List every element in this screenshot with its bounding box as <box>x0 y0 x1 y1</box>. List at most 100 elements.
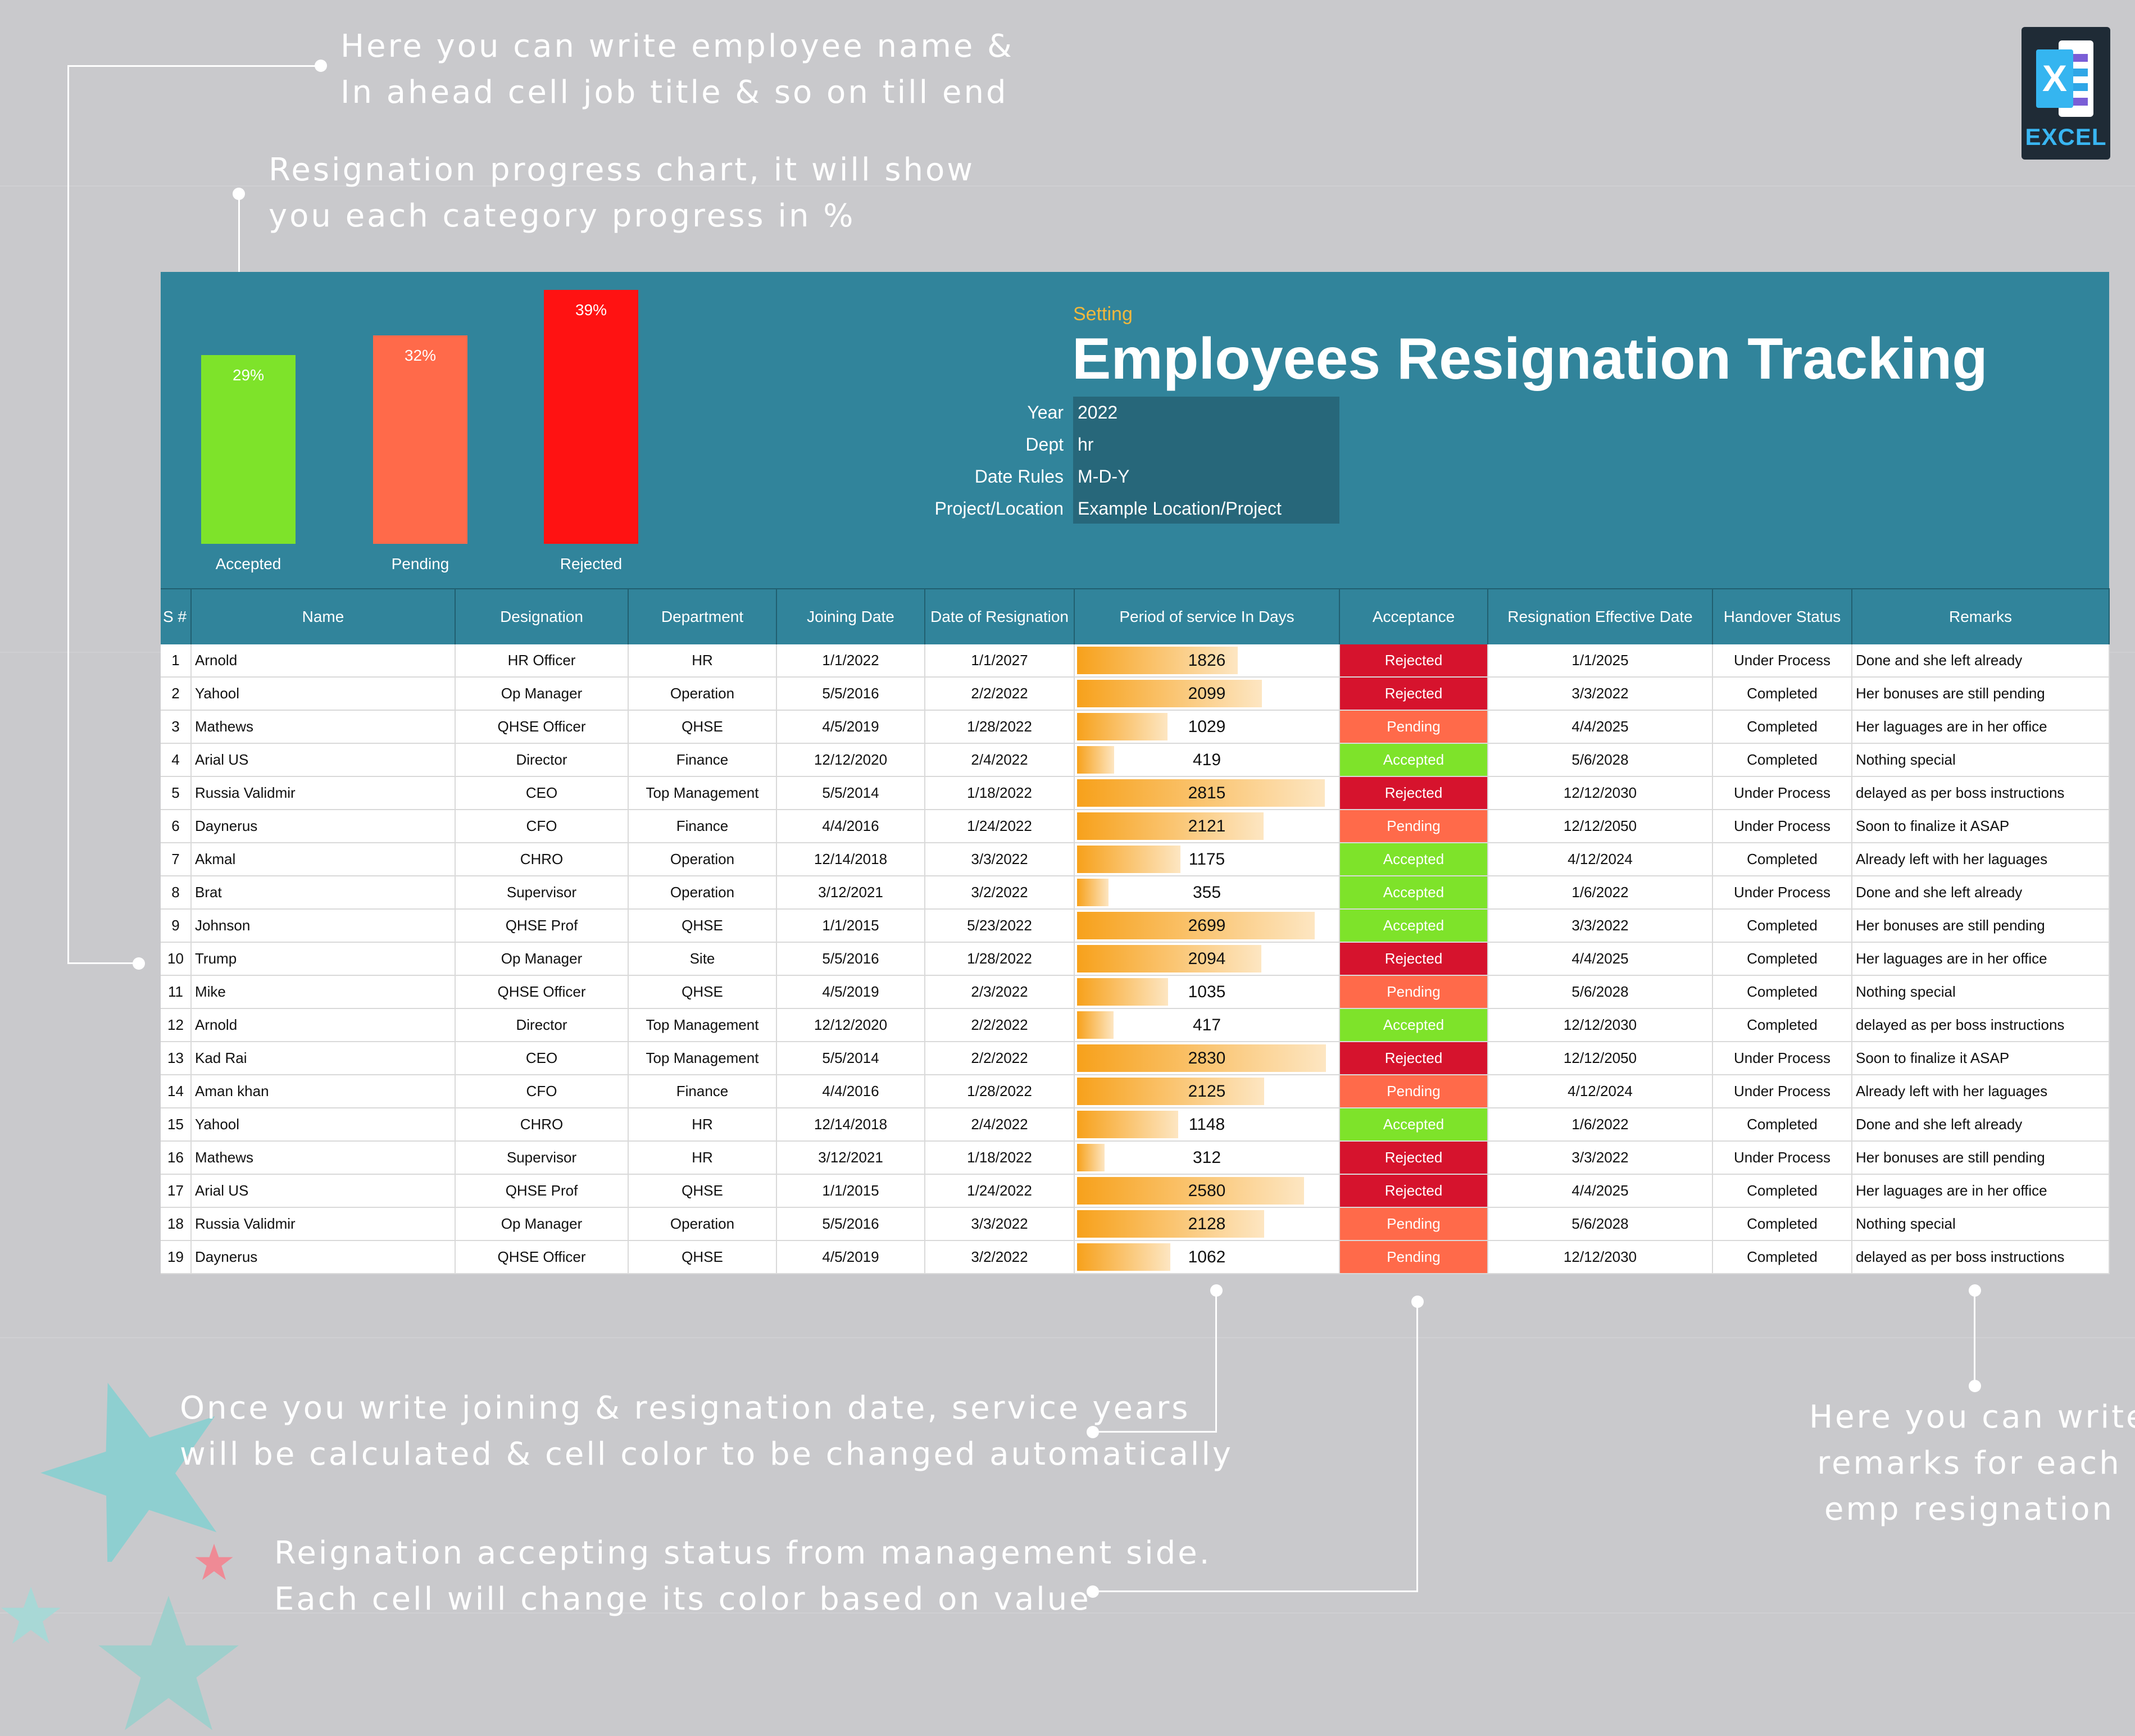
cell-remarks[interactable]: Done and she left already <box>1852 876 2110 910</box>
cell-handover-status[interactable]: Completed <box>1712 843 1852 876</box>
cell-designation[interactable]: CEO <box>455 776 629 810</box>
cell-acceptance[interactable]: Rejected <box>1339 942 1488 976</box>
cell-effective-date[interactable]: 4/4/2025 <box>1488 710 1713 744</box>
cell-joining-date[interactable]: 4/5/2019 <box>776 710 925 744</box>
cell-department[interactable]: QHSE <box>628 710 777 744</box>
cell-designation[interactable]: Op Manager <box>455 1207 629 1241</box>
cell-designation[interactable]: Supervisor <box>455 876 629 910</box>
cell-resignation-date[interactable]: 2/4/2022 <box>925 1108 1075 1142</box>
cell-handover-status[interactable]: Completed <box>1712 710 1852 744</box>
cell-remarks[interactable]: delayed as per boss instructions <box>1852 776 2110 810</box>
cell-acceptance[interactable]: Pending <box>1339 1207 1488 1241</box>
cell-name[interactable]: Akmal <box>191 843 456 876</box>
header-col-handover-status[interactable]: Handover Status <box>1712 588 1852 644</box>
cell-sno[interactable]: 12 <box>161 1008 192 1042</box>
cell-acceptance[interactable]: Rejected <box>1339 644 1488 678</box>
cell-resignation-date[interactable]: 2/4/2022 <box>925 743 1075 777</box>
cell-sno[interactable]: 11 <box>161 975 192 1009</box>
cell-remarks[interactable]: Done and she left already <box>1852 644 2110 678</box>
cell-handover-status[interactable]: Completed <box>1712 1240 1852 1274</box>
cell-resignation-date[interactable]: 1/28/2022 <box>925 710 1075 744</box>
cell-effective-date[interactable]: 5/6/2028 <box>1488 1207 1713 1241</box>
cell-name[interactable]: Trump <box>191 942 456 976</box>
cell-service-days[interactable]: 1148 <box>1074 1108 1340 1142</box>
info-value-year[interactable]: 2022 <box>1078 402 1118 422</box>
cell-resignation-date[interactable]: 1/24/2022 <box>925 810 1075 843</box>
cell-acceptance[interactable]: Pending <box>1339 975 1488 1009</box>
cell-handover-status[interactable]: Under Process <box>1712 1141 1852 1175</box>
cell-acceptance[interactable]: Pending <box>1339 710 1488 744</box>
cell-joining-date[interactable]: 1/1/2022 <box>776 644 925 678</box>
cell-name[interactable]: Mathews <box>191 710 456 744</box>
cell-department[interactable]: QHSE <box>628 1240 777 1274</box>
cell-handover-status[interactable]: Under Process <box>1712 644 1852 678</box>
cell-sno[interactable]: 5 <box>161 776 192 810</box>
cell-department[interactable]: Top Management <box>628 776 777 810</box>
cell-remarks[interactable]: Her laguages are in her office <box>1852 1174 2110 1208</box>
cell-name[interactable]: Yahool <box>191 677 456 711</box>
cell-resignation-date[interactable]: 3/2/2022 <box>925 1240 1075 1274</box>
cell-joining-date[interactable]: 12/12/2020 <box>776 1008 925 1042</box>
cell-department[interactable]: HR <box>628 1141 777 1175</box>
cell-department[interactable]: QHSE <box>628 975 777 1009</box>
cell-designation[interactable]: QHSE Prof <box>455 1174 629 1208</box>
cell-joining-date[interactable]: 3/12/2021 <box>776 1141 925 1175</box>
cell-acceptance[interactable]: Rejected <box>1339 1174 1488 1208</box>
cell-department[interactable]: Finance <box>628 810 777 843</box>
info-value-dept[interactable]: hr <box>1078 434 1094 455</box>
cell-joining-date[interactable]: 12/12/2020 <box>776 743 925 777</box>
cell-effective-date[interactable]: 12/12/2050 <box>1488 810 1713 843</box>
cell-effective-date[interactable]: 5/6/2028 <box>1488 743 1713 777</box>
header-col-effective-date[interactable]: Resignation Effective Date <box>1488 588 1713 644</box>
cell-name[interactable]: Daynerus <box>191 1240 456 1274</box>
cell-acceptance[interactable]: Accepted <box>1339 843 1488 876</box>
cell-name[interactable]: Yahool <box>191 1108 456 1142</box>
cell-name[interactable]: Aman khan <box>191 1075 456 1108</box>
cell-department[interactable]: HR <box>628 644 777 678</box>
cell-resignation-date[interactable]: 2/2/2022 <box>925 1008 1075 1042</box>
cell-designation[interactable]: QHSE Officer <box>455 1240 629 1274</box>
cell-service-days[interactable]: 1175 <box>1074 843 1340 876</box>
cell-sno[interactable]: 18 <box>161 1207 192 1241</box>
cell-sno[interactable]: 17 <box>161 1174 192 1208</box>
cell-service-days[interactable]: 2099 <box>1074 677 1340 711</box>
cell-sno[interactable]: 16 <box>161 1141 192 1175</box>
cell-designation[interactable]: Supervisor <box>455 1141 629 1175</box>
cell-designation[interactable]: CEO <box>455 1042 629 1075</box>
cell-department[interactable]: Operation <box>628 1207 777 1241</box>
cell-service-days[interactable]: 1029 <box>1074 710 1340 744</box>
cell-designation[interactable]: QHSE Officer <box>455 710 629 744</box>
cell-service-days[interactable]: 1826 <box>1074 644 1340 678</box>
cell-remarks[interactable]: Nothing special <box>1852 975 2110 1009</box>
cell-remarks[interactable]: Done and she left already <box>1852 1108 2110 1142</box>
cell-department[interactable]: Operation <box>628 843 777 876</box>
cell-service-days[interactable]: 2815 <box>1074 776 1340 810</box>
header-col-resignation-date[interactable]: Date of Resignation <box>925 588 1075 644</box>
cell-handover-status[interactable]: Under Process <box>1712 1075 1852 1108</box>
cell-sno[interactable]: 4 <box>161 743 192 777</box>
cell-sno[interactable]: 15 <box>161 1108 192 1142</box>
cell-handover-status[interactable]: Under Process <box>1712 876 1852 910</box>
cell-resignation-date[interactable]: 1/1/2027 <box>925 644 1075 678</box>
cell-acceptance[interactable]: Accepted <box>1339 1108 1488 1142</box>
cell-name[interactable]: Russia Validmir <box>191 776 456 810</box>
cell-sno[interactable]: 9 <box>161 909 192 943</box>
header-col-service-days[interactable]: Period of service In Days <box>1074 588 1340 644</box>
cell-joining-date[interactable]: 12/14/2018 <box>776 1108 925 1142</box>
cell-designation[interactable]: HR Officer <box>455 644 629 678</box>
cell-resignation-date[interactable]: 5/23/2022 <box>925 909 1075 943</box>
cell-sno[interactable]: 2 <box>161 677 192 711</box>
cell-department[interactable]: Site <box>628 942 777 976</box>
cell-department[interactable]: Top Management <box>628 1008 777 1042</box>
cell-acceptance[interactable]: Accepted <box>1339 743 1488 777</box>
info-value-project[interactable]: Example Location/Project <box>1078 498 1282 519</box>
cell-service-days[interactable]: 2094 <box>1074 942 1340 976</box>
cell-acceptance[interactable]: Rejected <box>1339 1141 1488 1175</box>
cell-service-days[interactable]: 2125 <box>1074 1075 1340 1108</box>
cell-remarks[interactable]: Her bonuses are still pending <box>1852 909 2110 943</box>
cell-joining-date[interactable]: 4/5/2019 <box>776 975 925 1009</box>
cell-remarks[interactable]: delayed as per boss instructions <box>1852 1240 2110 1274</box>
cell-resignation-date[interactable]: 1/18/2022 <box>925 776 1075 810</box>
cell-name[interactable]: Mike <box>191 975 456 1009</box>
cell-department[interactable]: Top Management <box>628 1042 777 1075</box>
